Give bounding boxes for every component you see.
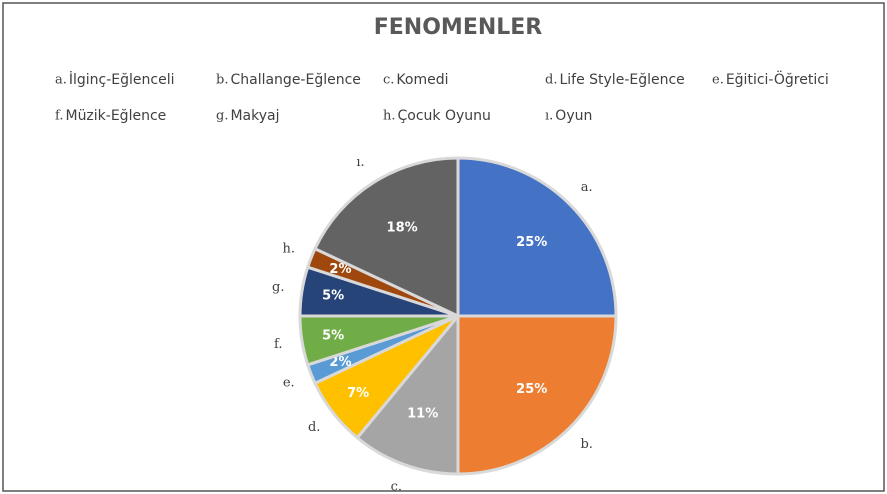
- chart-title: FENOMENLER: [374, 15, 543, 40]
- data-label: 18%: [387, 220, 418, 235]
- legend-label: Makyaj: [230, 108, 279, 124]
- legend-label: İlginç-Eğlenceli: [69, 70, 175, 88]
- pie-slice: [355, 311, 460, 476]
- legend-marker: c.: [383, 73, 394, 88]
- legend-label: Life Style-Eğlence: [559, 72, 684, 88]
- data-label: 25%: [516, 382, 547, 397]
- pie-slice: [456, 314, 618, 476]
- legend-marker: ı.: [545, 109, 553, 124]
- slice-label: ı.: [356, 155, 364, 170]
- legend-marker: g.: [216, 109, 228, 124]
- legend-marker: h.: [383, 109, 396, 124]
- legend-label: Oyun: [555, 108, 592, 124]
- legend-marker: e.: [712, 73, 724, 88]
- legend-label: Challange-Eğlence: [230, 72, 360, 88]
- legend-label: Eğitici-Öğretici: [726, 70, 829, 88]
- slice-label: b.: [580, 437, 592, 452]
- slice-label: d.: [308, 420, 320, 435]
- slice-label: g.: [272, 280, 284, 295]
- data-label: 2%: [329, 262, 351, 277]
- legend-marker: b.: [216, 73, 228, 88]
- slice-label: f.: [274, 337, 282, 352]
- slice-label: a.: [581, 180, 593, 195]
- pie-slice: [313, 156, 460, 319]
- data-label: 11%: [407, 407, 438, 422]
- legend-marker: f.: [55, 109, 63, 124]
- data-label: 25%: [516, 235, 547, 250]
- data-label: 5%: [322, 289, 344, 304]
- legend-label: Müzik-Eğlence: [65, 108, 166, 124]
- legend-marker: a.: [55, 73, 67, 88]
- legend-label: Çocuk Oyunu: [398, 108, 491, 124]
- data-label: 5%: [322, 328, 344, 343]
- pie-slice: [456, 156, 618, 318]
- legend-marker: d.: [545, 73, 557, 88]
- slice-label: h.: [283, 242, 296, 257]
- slice-label: c.: [391, 480, 402, 494]
- data-label: 7%: [347, 386, 369, 401]
- legend-label: Komedi: [396, 72, 448, 88]
- data-label: 2%: [329, 355, 351, 370]
- slice-label: e.: [283, 375, 295, 390]
